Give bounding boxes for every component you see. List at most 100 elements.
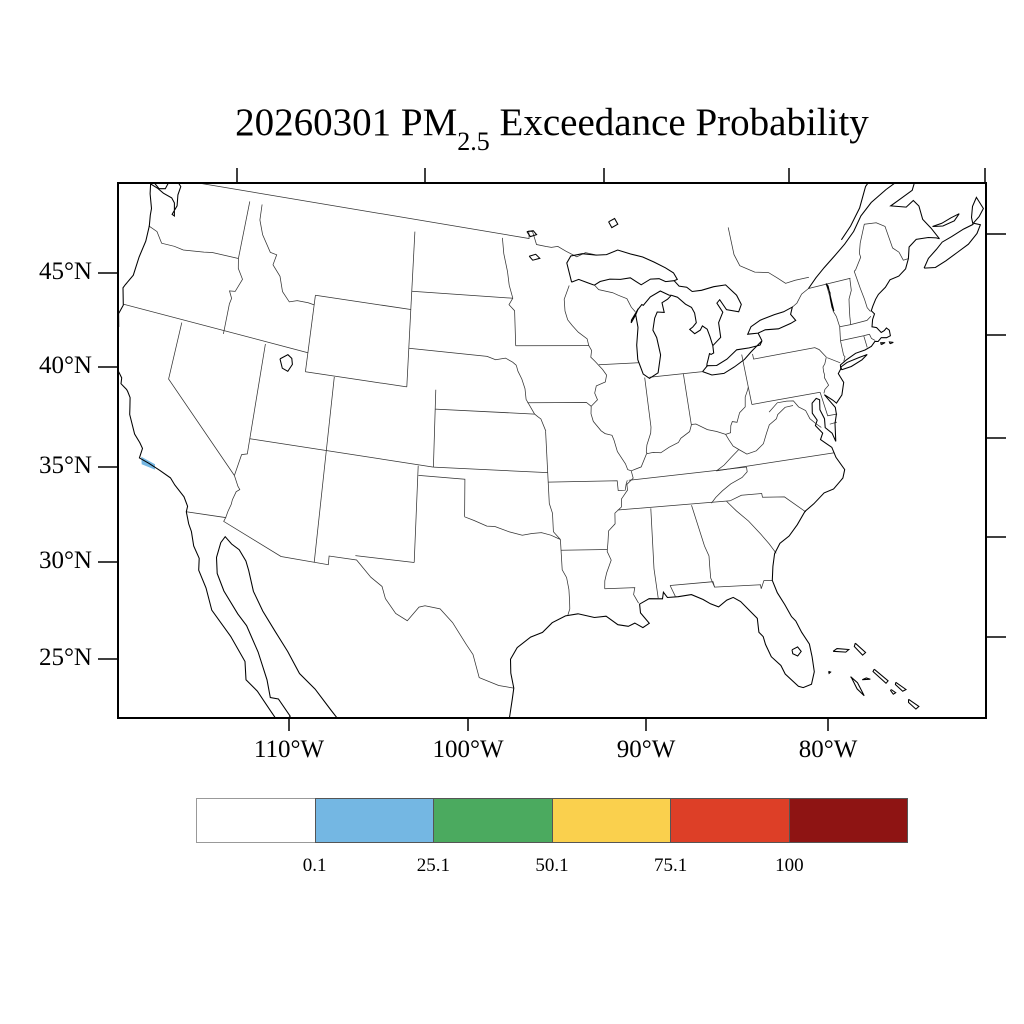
state-border: [411, 290, 513, 299]
state-border: [433, 466, 548, 473]
lat-tick-label: 30°N: [38, 546, 92, 574]
state-border: [604, 587, 639, 604]
state-border: [730, 493, 807, 513]
state-border: [305, 295, 316, 372]
state-border: [691, 505, 715, 588]
figure-title: 20260301 PM2.5 Exceedance Probability: [118, 101, 986, 154]
coastline: [746, 306, 797, 335]
coastline: [861, 677, 871, 681]
colorbar-segment-2: [314, 798, 434, 843]
state-border: [406, 309, 412, 387]
state-border: [123, 303, 308, 354]
title-suffix: Exceedance Probability: [489, 101, 869, 144]
map-frame: [117, 182, 987, 719]
state-border: [598, 362, 639, 366]
axis-ticks: [98, 168, 1006, 731]
state-border: [848, 278, 852, 325]
colorbar-segment-5: [670, 798, 790, 843]
lon-tick-label: 100°W: [432, 736, 504, 763]
state-border: [502, 237, 517, 346]
coastline: [702, 340, 763, 376]
coastline: [508, 236, 940, 718]
state-border: [670, 580, 773, 589]
coastline: [153, 183, 169, 190]
coastline: [118, 183, 338, 718]
state-border: [829, 421, 838, 425]
colorbar-segment-6: [788, 798, 908, 843]
state-border: [548, 480, 628, 491]
state-border: [738, 405, 794, 455]
state-border: [792, 288, 809, 308]
coastline: [888, 341, 894, 345]
coastline: [791, 646, 802, 657]
state-border: [716, 449, 740, 472]
lon-tick-label: 80°W: [798, 736, 858, 763]
coastline: [840, 183, 869, 241]
coastline: [828, 670, 832, 675]
coastline: [635, 290, 672, 380]
lat-tick-label: 25°N: [38, 643, 92, 671]
coastline: [706, 345, 715, 367]
state-border: [355, 555, 415, 563]
state-border: [418, 475, 466, 517]
state-border: [604, 470, 634, 589]
lat-tick-label: 40°N: [38, 351, 92, 379]
state-border: [752, 347, 830, 394]
state-border: [225, 475, 241, 518]
colorbar-tick-label: 0.1: [302, 855, 327, 876]
state-border: [433, 389, 437, 468]
state-border: [464, 516, 561, 540]
state-border: [819, 392, 838, 417]
coastline: [894, 681, 908, 692]
state-border: [435, 408, 535, 415]
state-border: [631, 387, 749, 472]
lat-tick-label: 45°N: [38, 257, 92, 285]
coastline: [671, 294, 714, 346]
state-border: [669, 585, 676, 597]
state-border: [547, 472, 561, 540]
coastline: [923, 196, 985, 269]
state-border: [683, 374, 692, 425]
state-border: [223, 258, 243, 334]
state-border: [827, 357, 841, 364]
coastline-layer: [118, 155, 985, 718]
state-border: [747, 387, 753, 405]
state-border: [617, 500, 731, 511]
coastline: [889, 689, 897, 695]
coastline: [825, 283, 835, 312]
state-border: [413, 465, 419, 563]
coastline: [757, 332, 763, 342]
lon-tick-label: 90°W: [616, 736, 676, 763]
colorbar-tick-label: 25.1: [416, 855, 450, 876]
state-border: [741, 354, 749, 388]
coastline: [907, 698, 920, 710]
coastline: [630, 308, 639, 324]
lat-tick-label: 35°N: [38, 451, 92, 479]
state-border: [716, 452, 835, 472]
state-border: [751, 391, 821, 405]
state-border: [869, 334, 876, 341]
state-border: [408, 347, 517, 366]
coastline: [872, 668, 889, 685]
state-borders-layer: [123, 183, 909, 689]
coastline: [608, 217, 619, 229]
state-border: [726, 501, 777, 554]
coastline: [906, 155, 943, 165]
state-border: [839, 326, 841, 341]
colorbar-tick-label: 50.1: [535, 855, 569, 876]
colorbar-tick-label: 75.1: [654, 855, 688, 876]
state-border: [563, 285, 632, 472]
state-border: [560, 539, 571, 616]
coastline: [526, 230, 538, 238]
state-border: [249, 438, 434, 468]
state-border: [727, 227, 809, 284]
state-border: [594, 284, 636, 313]
lon-tick-label: 110°W: [253, 736, 325, 763]
coastline: [279, 354, 293, 372]
state-border: [148, 225, 239, 259]
colorbar-segment-3: [433, 798, 553, 843]
coastline: [528, 253, 541, 261]
colorbar-tick-label: 100: [775, 855, 804, 876]
state-border: [259, 204, 315, 306]
